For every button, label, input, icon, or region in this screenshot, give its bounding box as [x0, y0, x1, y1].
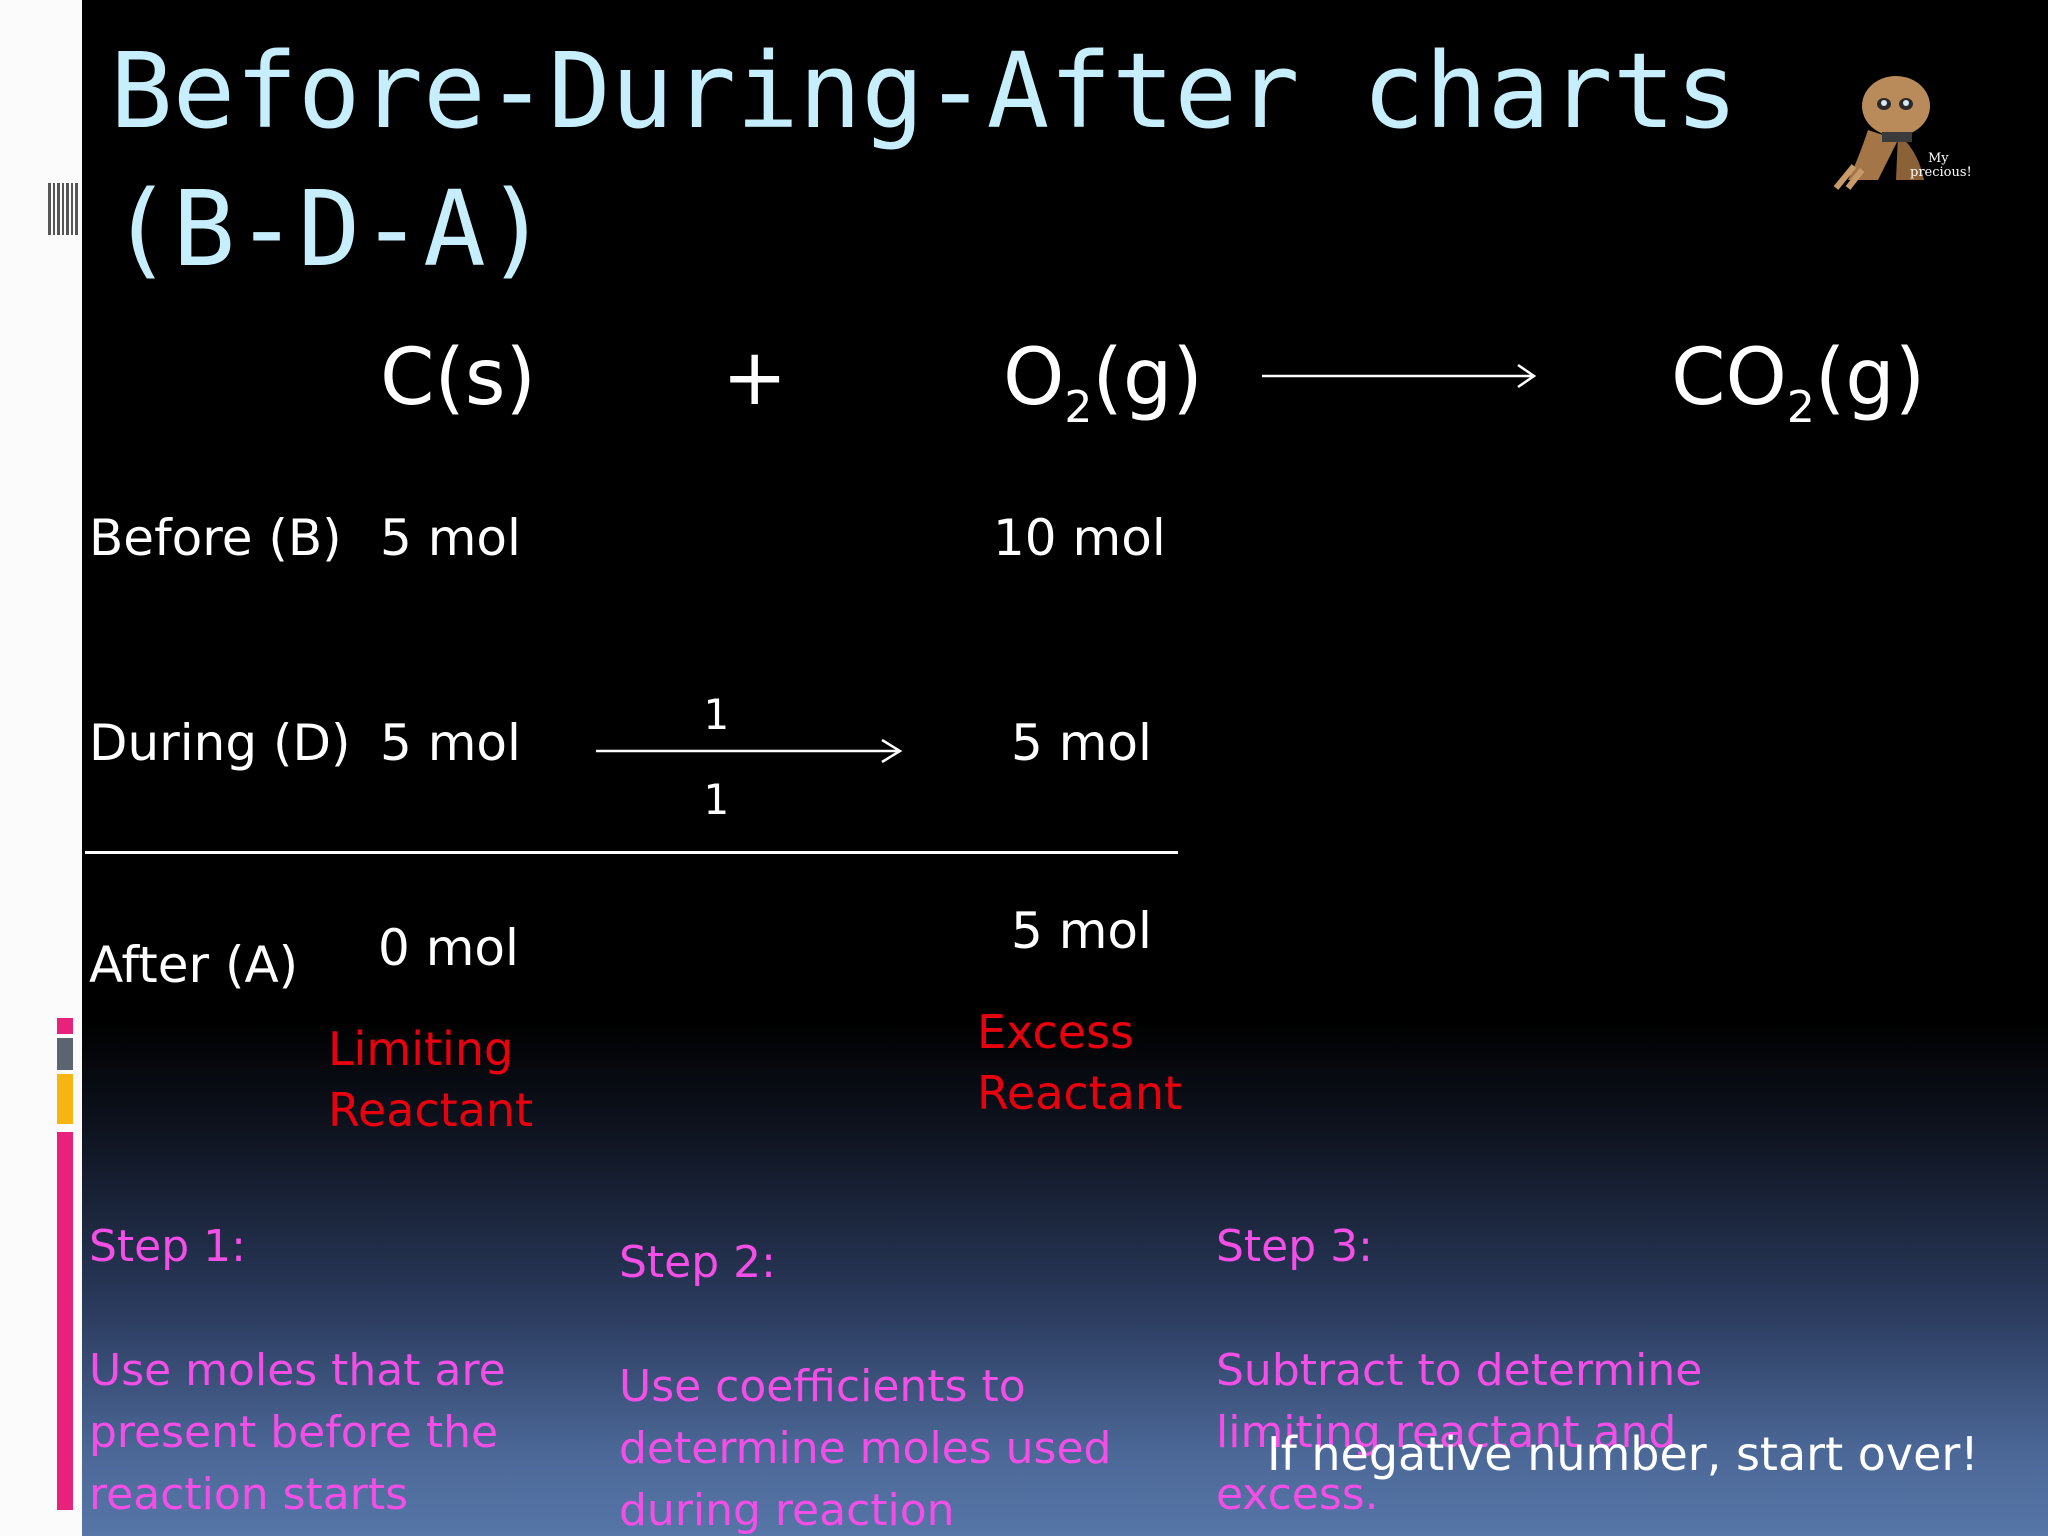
- after-oxygen-value: 5 mol: [1011, 902, 1152, 960]
- step-1-body: Use moles that are present before the re…: [89, 1345, 506, 1520]
- mascot-caption-1: My: [1928, 151, 1949, 166]
- co2-symbol: CO: [1671, 333, 1787, 423]
- during-oxygen-value: 5 mol: [1011, 714, 1152, 772]
- during-carbon-value: 5 mol: [380, 714, 521, 772]
- oxygen-subscript: 2: [1064, 382, 1093, 433]
- slide-title: Before-During-After charts (B-D-A): [110, 22, 1738, 298]
- row-label-before: Before (B): [89, 509, 342, 567]
- reaction-arrow: [1262, 363, 1537, 389]
- before-carbon-value: 5 mol: [380, 509, 521, 567]
- stripe-pink-small: [57, 1018, 73, 1034]
- reactant-oxygen: O2(g): [1003, 333, 1203, 430]
- mascot-caption-2: precious!: [1910, 165, 1972, 180]
- oxygen-state: (g): [1092, 333, 1203, 423]
- stripe-gray: [57, 1038, 73, 1070]
- step-2-body: Use coefficients to determine moles used…: [619, 1361, 1112, 1536]
- co2-subscript: 2: [1786, 382, 1815, 433]
- step-3-heading: Step 3:: [1216, 1221, 1373, 1272]
- decorative-bars: [48, 183, 81, 235]
- stripe-orange: [57, 1074, 73, 1124]
- row-label-during: During (D): [89, 714, 351, 772]
- mascot-image: My precious!: [1833, 76, 1972, 190]
- step-3: Step 3: Subtract to determine limiting r…: [1216, 1154, 1702, 1536]
- title-line-1: Before-During-After charts: [110, 30, 1738, 152]
- row-label-after: After (A): [89, 936, 299, 994]
- step-3-body: Subtract to determine limiting reactant …: [1216, 1345, 1703, 1520]
- negative-number-note: If negative number, start over!: [1267, 1427, 1979, 1481]
- after-carbon-value: 0 mol: [378, 919, 519, 977]
- limiting-reactant-label: Limiting Reactant: [328, 1022, 534, 1137]
- plus-sign: +: [722, 333, 788, 423]
- product-co2: CO2(g): [1671, 333, 1926, 430]
- step-2-heading: Step 2:: [619, 1237, 776, 1288]
- step-1-heading: Step 1:: [89, 1221, 246, 1272]
- oxygen-symbol: O: [1003, 333, 1065, 423]
- before-oxygen-value: 10 mol: [993, 509, 1166, 567]
- ratio-arrow: [596, 738, 903, 764]
- step-2: Step 2: Use coefficients to determine mo…: [619, 1170, 1111, 1536]
- left-decorative-strip: [0, 0, 82, 1536]
- co2-state: (g): [1814, 333, 1926, 423]
- reactant-carbon: C(s): [380, 333, 536, 423]
- excess-reactant-label: Excess Reactant: [977, 1005, 1183, 1120]
- ratio-top: 1: [703, 690, 729, 739]
- table-divider: [85, 851, 1178, 854]
- step-1: Step 1: Use moles that are present befor…: [89, 1154, 506, 1536]
- title-line-2: (B-D-A): [110, 168, 549, 290]
- stripe-pink-long: [57, 1132, 73, 1510]
- ratio-bottom: 1: [703, 775, 729, 824]
